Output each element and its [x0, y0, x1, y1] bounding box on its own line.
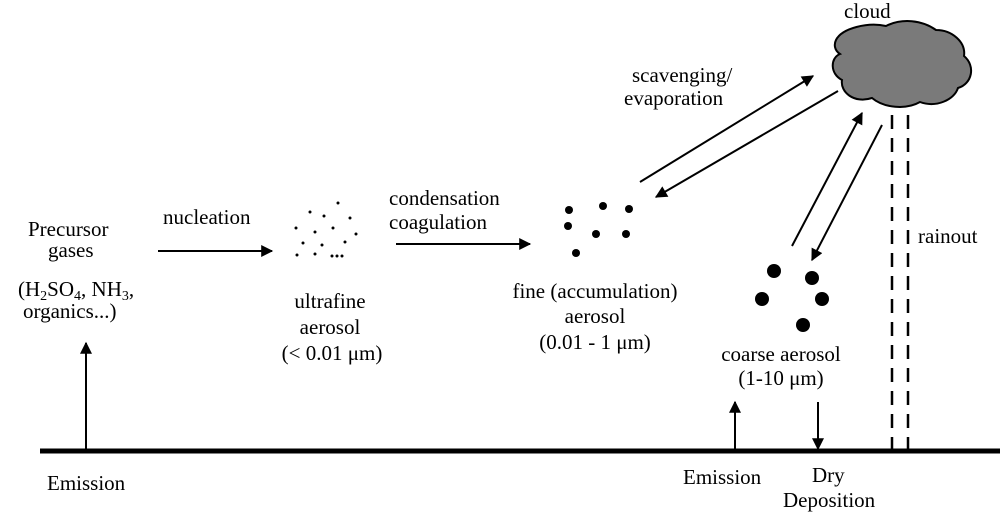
evaporation-arrow [654, 90, 839, 198]
condensation-label: condensation [389, 186, 500, 210]
rainout-label: rainout [918, 224, 978, 248]
fine-particles [564, 202, 633, 257]
cloud-to-coarse-arrow [811, 124, 883, 262]
precursor-species: (H2SO4, NH3, [18, 277, 135, 304]
cloud-shape [831, 20, 973, 108]
nucleation-label: nucleation [163, 205, 251, 229]
scavenging-label: scavenging/ [632, 63, 733, 87]
fine-label-3: (0.01 - 1 μm) [539, 330, 651, 354]
coagulation-label: coagulation [389, 210, 487, 234]
deposition-label: Deposition [783, 488, 876, 512]
ultrafine-label-2: aerosol [299, 315, 361, 339]
precursor-label-1: Precursor [28, 217, 109, 241]
ultrafine-label-1: ultrafine [294, 289, 366, 313]
dry-label: Dry [812, 463, 845, 487]
coarse-to-cloud-arrow [791, 111, 863, 247]
emission-label-right: Emission [683, 465, 762, 489]
fine-label-2: aerosol [564, 304, 626, 328]
coarse-label-2: (1-10 μm) [738, 366, 824, 390]
scavenging-arrow [639, 75, 815, 183]
ultrafine-label-3: (< 0.01 μm) [281, 341, 383, 365]
precursor-label-2: gases [48, 238, 94, 262]
cloud-label: cloud [844, 0, 891, 23]
precursor-organics: organics...) [23, 299, 117, 323]
fine-label-1: fine (accumulation) [512, 279, 678, 303]
emission-label-left: Emission [47, 471, 126, 495]
ultrafine-particles [294, 201, 358, 258]
coarse-particles [755, 264, 829, 332]
coarse-label-1: coarse aerosol [721, 342, 841, 366]
evaporation-label: evaporation [624, 86, 724, 110]
